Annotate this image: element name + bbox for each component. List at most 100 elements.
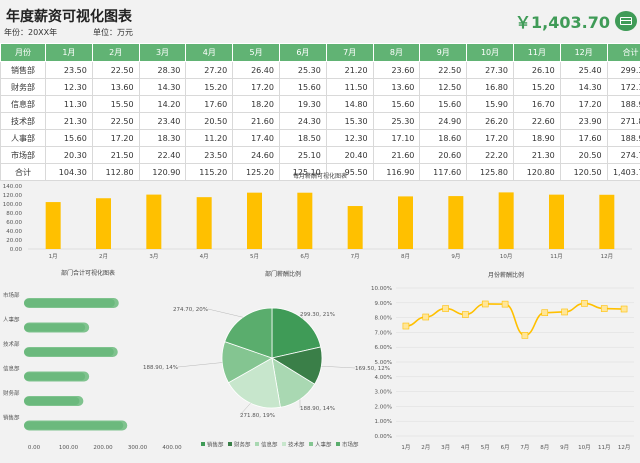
x-tick-label: 10月 [578, 444, 591, 451]
x-tick-label: 11月 [598, 444, 611, 451]
table-cell: 19.30 [278, 95, 327, 113]
table-cell: 17.40 [232, 129, 280, 147]
year-label: 年份：20XX年 [4, 28, 58, 37]
bar [96, 198, 111, 249]
x-tick-label: 12月 [618, 444, 631, 451]
table-cell: 21.20 [325, 61, 374, 79]
table-cell: 24.90 [419, 112, 468, 130]
table-cell: 14.30 [559, 78, 608, 96]
x-tick-label: 9月 [560, 444, 569, 451]
table-cell: 120.90 [138, 163, 187, 181]
x-tick-label: 200.00 [93, 445, 113, 451]
table-total-row: 合计 104.30 112.80 120.90 115.20 125.20 125.10 95… [0, 163, 640, 181]
table-cell: 115.20 [185, 163, 234, 181]
table-cell: 20.50 [559, 146, 608, 164]
table-header-row: 月份 1月 2月 3月 4月 5月 6月 7月 8月 9月 10月 11月 12月 合计 [0, 43, 640, 62]
slice-label: 169.50, 12% [355, 366, 390, 372]
y-tick-label: 0.00 [10, 247, 23, 253]
x-tick-label: 5月 [481, 444, 490, 451]
x-tick-label: 400.00 [162, 445, 182, 451]
bar [347, 206, 363, 249]
credit-card-icon[interactable] [615, 11, 637, 31]
table-cell: 17.20 [559, 95, 608, 113]
hbar-shade [24, 323, 86, 332]
pie-slice [224, 307, 273, 359]
x-tick-label: 9月 [451, 253, 460, 260]
table-cell: 11.20 [185, 129, 234, 147]
x-tick-label: 1月 [401, 444, 410, 451]
table-cell: 125.20 [232, 163, 280, 181]
legend-swatch [255, 442, 259, 446]
table-cell: 20.60 [419, 146, 468, 164]
table-cell: 120.80 [512, 163, 561, 181]
table-cell: 274.70 [606, 146, 640, 164]
column-header: 7月 [325, 43, 374, 62]
table-row: 市场部 20.30 21.50 22.40 23.50 24.60 25.10 20.40 21… [0, 146, 640, 164]
category-label: 财务部 [3, 389, 20, 397]
hbar-shade [24, 421, 124, 430]
table-cell: 27.30 [466, 61, 514, 79]
y-tick-label: 5.00% [375, 360, 392, 366]
y-tick-label: 120.00 [3, 193, 23, 199]
table-cell: 13.60 [91, 78, 140, 96]
table-cell: 112.80 [91, 163, 140, 181]
table-cell: 11.30 [45, 95, 93, 113]
table-cell: 21.60 [372, 146, 421, 164]
column-header: 12月 [559, 43, 608, 62]
x-tick-label: 2月 [421, 444, 430, 451]
legend-swatch [336, 442, 340, 446]
table-cell: 22.50 [91, 112, 140, 130]
table-cell: 15.50 [91, 95, 140, 113]
category-label: 市场部 [3, 291, 20, 299]
column-header: 月份 [0, 43, 46, 62]
table-cell: 18.20 [232, 95, 280, 113]
y-tick-label: 60.00 [6, 220, 22, 226]
table-cell: 23.60 [372, 61, 421, 79]
monthly-line-chart: 0.00% 1.00% 2.00% 3.00% 4.00% 5.00% 6.00% 7.00%… [371, 286, 634, 451]
data-point [501, 300, 509, 308]
y-tick-label: 4.00% [375, 375, 392, 381]
data-point [541, 309, 549, 317]
hbar-shade [24, 348, 114, 356]
grand-total: ￥1,403.70 [515, 13, 610, 32]
row-label: 合计 [0, 163, 46, 181]
table-cell: 15.20 [185, 78, 234, 96]
table-cell: 14.30 [138, 78, 187, 96]
table-cell: 17.20 [91, 129, 140, 147]
table-cell: 23.50 [45, 61, 93, 79]
table-cell: 13.60 [372, 78, 421, 96]
table-cell: 11.50 [325, 78, 374, 96]
x-tick-label: 8月 [540, 444, 549, 451]
table-cell: 26.10 [512, 61, 561, 79]
x-tick-label: 3月 [441, 444, 450, 451]
table-cell: 23.50 [185, 146, 234, 164]
table-cell: 25.30 [372, 112, 421, 130]
table-cell: 17.20 [232, 78, 280, 96]
table-cell: 95.50 [325, 163, 374, 181]
salary-table: 月份 1月 2月 3月 4月 5月 6月 7月 8月 9月 10月 11月 12月 合计 销售部 23.50… [0, 43, 640, 181]
bar [498, 192, 514, 249]
bar [398, 196, 413, 249]
table-cell: 271.80 [606, 112, 640, 130]
table-cell: 16.80 [466, 78, 514, 96]
table-cell: 116.90 [372, 163, 421, 181]
table-cell: 1,403.70 [606, 163, 640, 181]
x-tick-label: 6月 [501, 444, 510, 451]
x-tick-label: 11月 [550, 253, 563, 260]
bar-chart-title: 每月薪酬可视化图表 [293, 172, 347, 180]
table-cell: 15.60 [372, 95, 421, 113]
line-chart-title: 月份薪酬比例 [488, 271, 524, 279]
table-row: 销售部 23.50 22.50 28.30 27.20 26.40 25.30 21.20 23… [0, 61, 640, 79]
slice-label: 274.70, 20% [173, 307, 208, 313]
leader-line [321, 365, 356, 369]
table-row: 财务部 12.30 13.60 14.30 15.20 17.20 15.60 11.50 13… [0, 78, 640, 96]
charts-area: 每月薪酬可视化图表 0.00 20.00 40.00 60.00 80.00 100.00… [3, 172, 634, 451]
table-cell: 21.50 [91, 146, 140, 164]
column-header: 合计 [606, 43, 640, 62]
y-tick-label: 6.00% [375, 345, 392, 351]
y-tick-label: 10.00% [371, 286, 392, 292]
table-cell: 22.20 [466, 146, 514, 164]
data-point [561, 308, 568, 316]
data-point [481, 300, 489, 308]
y-tick-label: 100.00 [3, 202, 23, 208]
